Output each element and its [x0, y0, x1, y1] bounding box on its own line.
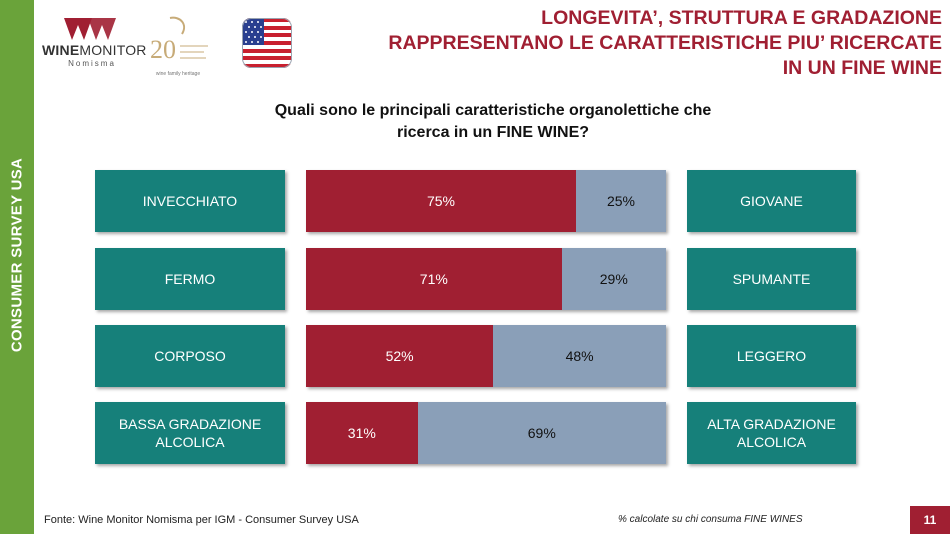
- bar-segment-left: 52%: [306, 325, 494, 387]
- igm-emblem-icon: 20: [150, 16, 208, 64]
- bar-row: 71% 29%: [306, 248, 666, 310]
- bar-segment-right: 69%: [417, 402, 666, 464]
- category-right-label: LEGGERO: [687, 325, 856, 387]
- igm-logo: 20 wine family heritage: [146, 14, 210, 78]
- igm-tagline: wine family heritage: [155, 71, 201, 77]
- category-left-label: CORPOSO: [95, 325, 285, 387]
- headline-line: RAPPRESENTANO LE CARATTERISTICHE PIU’ RI…: [388, 32, 942, 54]
- category-right-label: GIOVANE: [687, 170, 856, 232]
- bar-segment-left: 71%: [306, 248, 562, 310]
- headline-line: LONGEVITA’, STRUTTURA E GRADAZIONE: [541, 7, 942, 29]
- bar-segment-left: 75%: [306, 170, 576, 232]
- svg-text:20: 20: [150, 35, 176, 64]
- category-left-label: BASSA GRADAZIONE ALCOLICA: [95, 402, 285, 464]
- category-left-label: FERMO: [95, 248, 285, 310]
- usa-flag-icon: [242, 18, 292, 68]
- chart-question: Quali sono le principali caratteristiche…: [208, 100, 778, 144]
- headline-line: IN UN FINE WINE: [782, 57, 942, 79]
- bar-row: 31% 69%: [306, 402, 666, 464]
- bar-segment-left: 31%: [306, 402, 418, 464]
- winemonitor-name: WINEMONITOR: [42, 42, 147, 58]
- winemonitor-sub: Nomisma: [68, 59, 116, 68]
- category-right-label: ALTA GRADAZIONE ALCOLICA: [687, 402, 856, 464]
- bar-segment-right: 29%: [561, 248, 666, 310]
- category-right-label: SPUMANTE: [687, 248, 856, 310]
- question-line: Quali sono le principali caratteristiche…: [274, 102, 712, 119]
- bar-row: 52% 48%: [306, 325, 666, 387]
- winemonitor-logo: WINEMONITOR Nomisma: [42, 18, 147, 70]
- bar-row: 75% 25%: [306, 170, 666, 232]
- calculation-note: % calcolate su chi consuma FINE WINES: [618, 514, 803, 525]
- source-note: Fonte: Wine Monitor Nomisma per IGM - Co…: [44, 514, 359, 526]
- sidebar-label: CONSUMER SURVEY USA: [8, 157, 26, 353]
- sidebar: CONSUMER SURVEY USA: [0, 0, 34, 534]
- bar-segment-right: 25%: [576, 170, 666, 232]
- category-left-label: INVECCHIATO: [95, 170, 285, 232]
- page-number: 11: [910, 506, 950, 534]
- winemonitor-mark-icon: [64, 18, 116, 40]
- question-line: ricerca in un FINE WINE?: [396, 124, 590, 141]
- slide-headline: LONGEVITA’, STRUTTURA E GRADAZIONE RAPPR…: [302, 6, 942, 81]
- bar-segment-right: 48%: [493, 325, 666, 387]
